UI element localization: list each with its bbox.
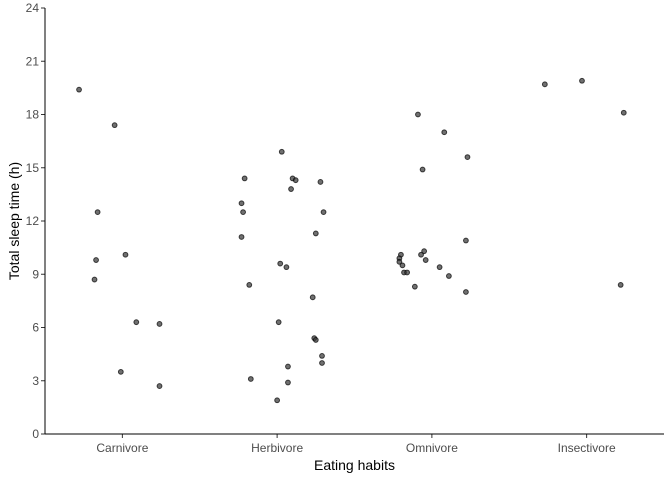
points-layer xyxy=(76,77,627,404)
data-point xyxy=(285,379,291,386)
data-point xyxy=(579,77,585,84)
data-point xyxy=(441,129,448,136)
data-point xyxy=(463,289,469,295)
data-point xyxy=(156,321,163,327)
x-tick-label: Insectivore xyxy=(558,441,616,455)
y-axis-title: Total sleep time (h) xyxy=(6,162,22,280)
data-point xyxy=(309,294,316,301)
data-point xyxy=(133,319,140,326)
data-point xyxy=(421,248,428,255)
data-point xyxy=(620,109,627,116)
data-point xyxy=(285,363,291,370)
data-point xyxy=(464,154,471,161)
data-point xyxy=(319,360,325,366)
y-tick-label: 9 xyxy=(32,267,39,281)
y-tick-label: 24 xyxy=(26,1,40,15)
data-point xyxy=(122,251,129,258)
data-point xyxy=(76,86,82,93)
data-point xyxy=(320,209,327,216)
data-point xyxy=(317,179,324,185)
data-point xyxy=(419,166,426,173)
data-point xyxy=(241,175,248,182)
data-point xyxy=(617,282,624,288)
x-axis-ticks: Carnivore Herbivore Omnivore Insectivore xyxy=(96,434,616,455)
data-point xyxy=(274,397,281,404)
data-point xyxy=(415,111,421,118)
x-axis-title: Eating habits xyxy=(314,457,395,473)
x-tick-label: Herbivore xyxy=(251,441,303,455)
data-point xyxy=(117,368,124,375)
data-point xyxy=(247,376,254,382)
data-point xyxy=(312,337,319,343)
data-point xyxy=(411,283,418,290)
data-point xyxy=(541,81,548,88)
data-point xyxy=(292,177,299,184)
data-point xyxy=(238,200,245,207)
data-point xyxy=(418,251,424,258)
data-point xyxy=(422,257,429,263)
data-point xyxy=(246,282,253,288)
x-tick-label: Carnivore xyxy=(96,441,148,455)
y-tick-label: 6 xyxy=(32,321,39,335)
y-tick-label: 0 xyxy=(32,427,39,441)
data-point xyxy=(94,209,101,216)
y-tick-label: 18 xyxy=(26,108,40,122)
data-point xyxy=(91,276,98,283)
data-point xyxy=(396,258,403,265)
data-point xyxy=(275,319,282,326)
data-point xyxy=(93,257,99,263)
data-point xyxy=(445,273,452,279)
y-tick-label: 21 xyxy=(26,54,40,68)
data-point xyxy=(238,234,245,240)
data-point xyxy=(312,230,319,237)
data-point xyxy=(404,269,411,276)
data-point xyxy=(288,186,294,192)
data-point xyxy=(436,264,443,271)
data-point xyxy=(283,264,290,271)
data-point xyxy=(240,209,246,216)
data-point xyxy=(463,237,469,244)
data-point xyxy=(156,383,163,389)
y-tick-label: 12 xyxy=(26,214,40,228)
y-axis-ticks: 0 3 6 9 12 15 18 21 24 xyxy=(26,1,45,441)
data-point xyxy=(399,262,406,269)
data-point xyxy=(278,148,285,155)
y-tick-label: 15 xyxy=(26,161,40,175)
data-point xyxy=(277,260,284,267)
x-tick-label: Omnivore xyxy=(406,441,458,455)
data-point xyxy=(111,122,118,129)
data-point xyxy=(319,353,325,359)
y-tick-label: 3 xyxy=(32,374,39,388)
